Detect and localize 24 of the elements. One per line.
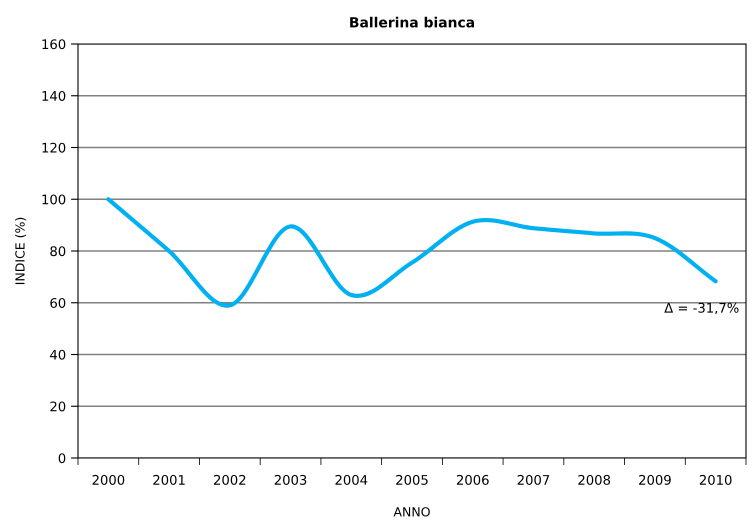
x-tick-label: 2003	[274, 474, 306, 485]
y-tick-label: 100	[42, 194, 66, 204]
chart-title: Ballerina bianca	[350, 16, 474, 28]
annotation: Δ = -31,7%	[664, 302, 739, 314]
y-tick-label: 120	[42, 142, 66, 153]
x-tick-label: 2002	[214, 474, 246, 485]
y-tick-label: 60	[50, 298, 66, 308]
x-tick-label: 2009	[639, 474, 671, 485]
y-tick-label: 160	[42, 39, 66, 50]
y-tick-label: 140	[42, 90, 66, 101]
y-tick-label: 20	[50, 401, 66, 412]
x-tick-label: 2001	[153, 474, 185, 485]
x-tick-label: 2007	[518, 474, 550, 485]
x-tick-label: 2005	[396, 474, 428, 485]
y-axis-title: INDICE (%)	[15, 218, 26, 284]
x-tick-label: 2008	[578, 474, 610, 485]
y-tick-label: 80	[50, 246, 66, 256]
x-tick-label: 2004	[335, 474, 368, 485]
x-tick-label: 2000	[92, 474, 124, 485]
y-tick-label: 0	[58, 453, 66, 464]
y-tick-label: 40	[50, 350, 66, 360]
x-axis-title: ANNO	[394, 507, 430, 517]
x-tick-label: 2010	[700, 474, 732, 485]
x-tick-label: 2006	[456, 474, 489, 485]
